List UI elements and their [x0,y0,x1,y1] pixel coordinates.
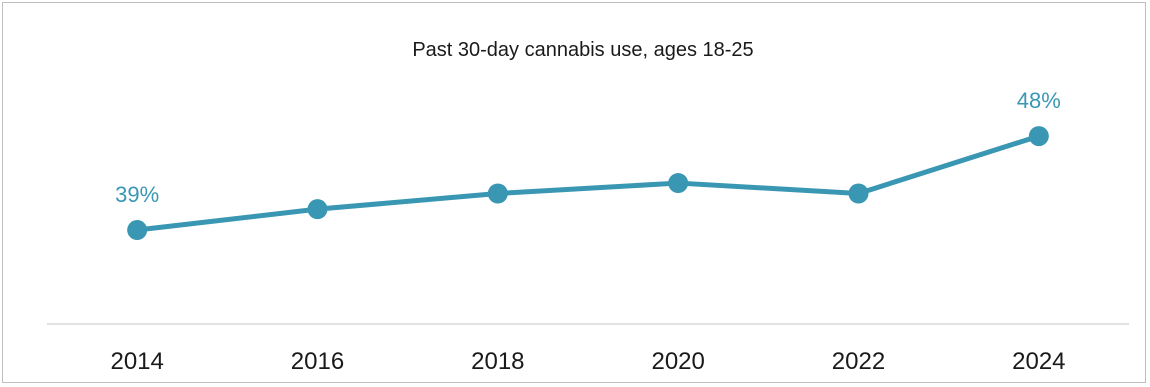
data-point [127,220,148,241]
data-labels: 39% 48% [115,88,1061,207]
x-axis-tick-labels: 2014 2016 2018 2020 2022 2024 [110,348,1065,375]
x-tick-label: 2020 [651,348,704,375]
data-label: 48% [1017,88,1061,113]
chart-title: Past 30-day cannabis use, ages 18-25 [412,39,753,61]
data-point [307,199,328,220]
x-tick-label: 2018 [471,348,524,375]
data-point [668,173,689,194]
data-point [1028,126,1049,147]
chart-frame: Past 30-day cannabis use, ages 18-25 201… [2,2,1146,383]
series-group [127,126,1049,241]
x-tick-label: 2016 [291,348,344,375]
data-label: 39% [115,182,159,207]
x-tick-label: 2022 [832,348,885,375]
x-tick-label: 2014 [110,348,163,375]
series-line [134,133,1042,233]
data-point [848,183,869,204]
data-point [487,183,508,204]
line-chart: Past 30-day cannabis use, ages 18-25 201… [47,39,1129,375]
x-tick-label: 2024 [1012,348,1065,375]
